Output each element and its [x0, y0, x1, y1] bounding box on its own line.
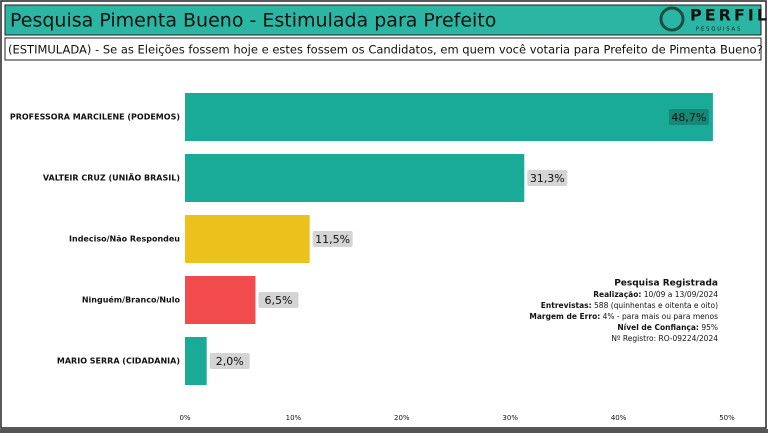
value-label-bg — [527, 170, 568, 186]
info-line: Entrevistas: 588 (quinhentas e oitenta e… — [541, 301, 718, 310]
info-line: Margem de Erro: 4% - para mais ou para m… — [529, 312, 718, 321]
info-title: Pesquisa Registrada — [614, 279, 718, 289]
value-label-bg — [209, 353, 250, 369]
info-label: Realização: — [593, 290, 641, 299]
category-label: Indeciso/Não Respondeu — [69, 235, 180, 244]
info-line: Nº Registro: RO-09224/2024 — [611, 334, 718, 343]
value-label-bg — [312, 231, 353, 247]
question: (ESTIMULADA) - Se as Eleições fossem hoj… — [8, 43, 763, 57]
bar — [185, 337, 207, 385]
x-tick-label: 0% — [179, 414, 190, 422]
info-label: Entrevistas: — [541, 301, 592, 310]
value-label-bg — [668, 109, 709, 125]
bottom-edge — [0, 429, 768, 433]
bar — [185, 276, 256, 324]
category-label: PROFESSORA MARCILENE (PODEMOS) — [10, 113, 180, 122]
logo-icon — [659, 6, 685, 32]
value-label: 2,0% — [216, 355, 244, 368]
info-line: Nível de Confiança: 95% — [617, 323, 718, 332]
info-text: 95% — [699, 323, 718, 332]
category-label: VALTEIR CRUZ (UNIÃO BRASIL) — [43, 173, 180, 183]
x-tick-label: 40% — [611, 414, 627, 422]
value-label-bg — [258, 292, 299, 308]
logo-text: PERFIL — [690, 6, 768, 25]
bar — [185, 154, 525, 202]
value-label: 48,7% — [671, 111, 706, 124]
info-text: Nº Registro: RO-09224/2024 — [611, 334, 718, 343]
info-line: Realização: 10/09 a 13/09/2024 — [593, 290, 718, 299]
logo-subtext: PESQUISAS — [696, 27, 742, 33]
value-label: 11,5% — [315, 233, 350, 246]
frame — [0, 0, 767, 429]
page-title: Pesquisa Pimenta Bueno - Estimulada para… — [10, 10, 496, 32]
category-label: MARIO SERRA (CIDADANIA) — [57, 357, 180, 366]
info-text: 10/09 a 13/09/2024 — [641, 290, 718, 299]
info-text: 4% - para mais ou para menos — [600, 312, 718, 321]
question-box — [4, 37, 762, 61]
info-label: Margem de Erro: — [529, 312, 600, 321]
info-text: 588 (quinhentas e oitenta e oito) — [592, 301, 718, 310]
value-label: 6,5% — [264, 294, 292, 307]
x-tick-label: 50% — [719, 414, 735, 422]
bar — [185, 215, 310, 263]
category-label: Ninguém/Branco/Nulo — [82, 295, 181, 305]
value-label: 31,3% — [530, 172, 565, 185]
bar — [185, 93, 713, 141]
x-tick-label: 10% — [286, 414, 302, 422]
info-label: Nível de Confiança: — [617, 323, 699, 332]
x-tick-label: 20% — [394, 414, 410, 422]
header-bar — [4, 4, 762, 36]
x-tick-label: 30% — [502, 414, 518, 422]
